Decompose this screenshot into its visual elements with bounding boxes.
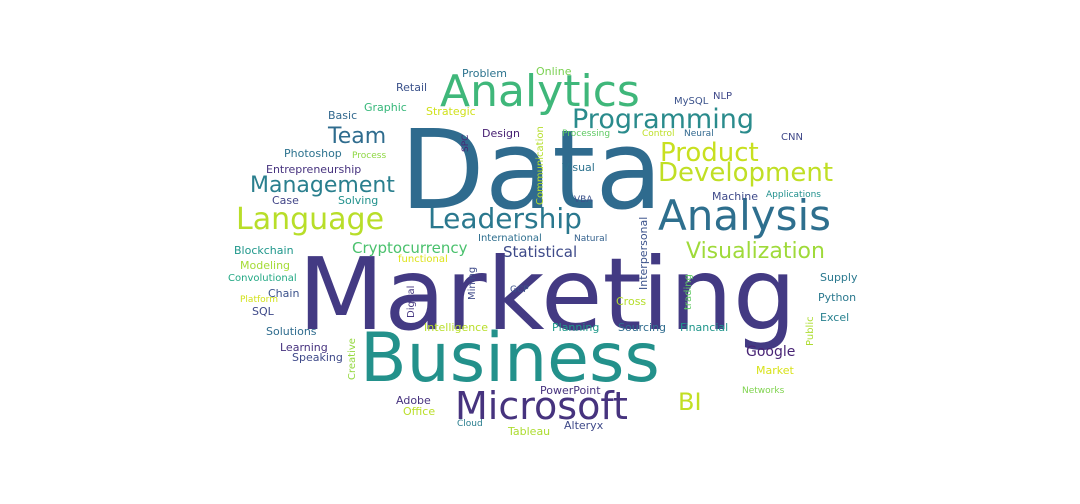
word-nlp: NLP bbox=[713, 91, 733, 102]
word-bi: BI bbox=[678, 388, 702, 416]
word-chain: Chain bbox=[268, 287, 300, 300]
word-processing: Processing bbox=[562, 129, 611, 139]
word-process: Process bbox=[352, 151, 387, 161]
word-management: Management bbox=[250, 173, 395, 198]
word-speaking: Speaking bbox=[292, 351, 343, 364]
word-international: International bbox=[478, 233, 542, 244]
word-powerpoint: PowerPoint bbox=[540, 384, 601, 397]
word-visualization: Visualization bbox=[686, 239, 825, 264]
word-adobe: Adobe bbox=[396, 394, 431, 407]
word-leadership: Leadership bbox=[428, 202, 582, 235]
word-graphic: Graphic bbox=[364, 101, 407, 114]
word-data: Data bbox=[400, 106, 663, 234]
word-sourcing: Sourcing bbox=[618, 321, 667, 334]
word-communication: Communication bbox=[535, 126, 546, 205]
word-gcp: GCP bbox=[510, 285, 529, 295]
word-natural: Natural bbox=[574, 234, 608, 244]
word-mysql: MySQL bbox=[674, 96, 709, 107]
word-trading: trading bbox=[683, 274, 694, 310]
word-product: Product bbox=[660, 138, 759, 168]
word-cloud: Cloud bbox=[457, 419, 483, 429]
word-photoshop: Photoshop bbox=[284, 147, 342, 160]
word-intelligence: Intelligence bbox=[424, 321, 489, 334]
word-business: Business bbox=[360, 319, 660, 398]
word-functional: functional bbox=[398, 254, 448, 265]
word-learning: Learning bbox=[280, 341, 328, 354]
word-development: Development bbox=[658, 158, 834, 188]
word-creative: Creative bbox=[347, 338, 358, 380]
word-team: Team bbox=[328, 124, 387, 149]
word-digital: Digital bbox=[406, 285, 417, 318]
word-design: Design bbox=[482, 127, 520, 140]
word-public: Public bbox=[805, 316, 816, 346]
word-office: Office bbox=[403, 405, 436, 418]
word-cryptocurrency: Cryptocurrency bbox=[352, 239, 468, 257]
word-market: Market bbox=[756, 364, 794, 377]
word-entrepreneurship: Entrepreneurship bbox=[266, 163, 362, 176]
word-statistical: Statistical bbox=[503, 243, 578, 261]
word-problem: Problem bbox=[462, 67, 507, 80]
word-tableau: Tableau bbox=[508, 425, 551, 438]
word-supply: Supply bbox=[820, 271, 858, 284]
word-analytics: Analytics bbox=[440, 66, 640, 117]
word-convolutional: Convolutional bbox=[228, 273, 297, 284]
word-platform: Platform bbox=[240, 295, 278, 305]
word-sql: SQL bbox=[252, 305, 274, 318]
word-marketing: Marketing bbox=[298, 236, 797, 353]
word-control: Control bbox=[642, 129, 675, 139]
word-blockchain: Blockchain bbox=[234, 244, 294, 257]
word-modeling: Modeling bbox=[240, 259, 291, 272]
word-microsoft: Microsoft bbox=[455, 384, 628, 428]
word-visual: Visual bbox=[562, 161, 595, 174]
word-vba: VBA bbox=[574, 195, 593, 205]
word-cross: Cross bbox=[616, 295, 647, 308]
word-solutions: Solutions bbox=[266, 325, 317, 338]
word-alteryx: Alteryx bbox=[564, 419, 604, 432]
word-mining: Mining bbox=[467, 266, 478, 300]
word-programming: Programming bbox=[572, 104, 754, 135]
word-applications: Applications bbox=[766, 190, 821, 200]
word-strategic: Strategic bbox=[426, 105, 476, 118]
word-cnn: CNN bbox=[781, 132, 803, 143]
word-machine: Machine bbox=[712, 190, 759, 203]
word-solving: Solving bbox=[338, 194, 379, 207]
word-case: Case bbox=[272, 194, 299, 207]
word-analysis: Analysis bbox=[658, 191, 832, 240]
word-google: Google bbox=[746, 344, 796, 360]
word-basic: Basic bbox=[328, 109, 358, 122]
word-networks: Networks bbox=[742, 386, 785, 396]
word-language: Language bbox=[236, 202, 385, 237]
word-planning: Planning bbox=[552, 321, 600, 334]
word-interpersonal: Interpersonal bbox=[637, 216, 650, 290]
word-online: Online bbox=[536, 65, 572, 78]
word-spc: SPC bbox=[461, 134, 471, 152]
word-retail: Retail bbox=[396, 81, 428, 94]
word-excel: Excel bbox=[820, 311, 850, 324]
word-neural: Neural bbox=[684, 129, 714, 139]
word-python: Python bbox=[818, 291, 857, 304]
word-financial: Financial bbox=[680, 321, 729, 334]
